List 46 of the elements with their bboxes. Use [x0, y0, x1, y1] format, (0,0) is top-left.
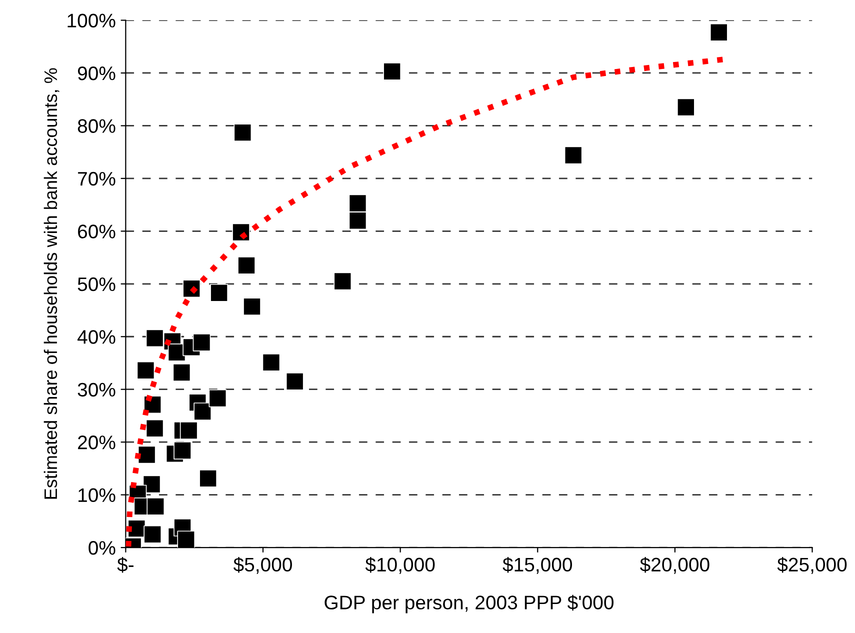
point: [194, 402, 212, 420]
point: [172, 364, 191, 382]
y-tick-label: 100%: [68, 14, 116, 28]
point: [710, 23, 728, 42]
point: [138, 446, 156, 464]
x-tick-label: $15,000: [502, 556, 572, 574]
x-tick-label: $10,000: [365, 556, 435, 574]
y-tick-label: 10%: [78, 488, 116, 502]
y-tick-label: 30%: [78, 382, 116, 397]
point: [238, 256, 256, 274]
point: [262, 354, 280, 372]
x-tick-label: $5,000: [233, 556, 292, 574]
y-tick-label: 0%: [88, 541, 116, 555]
x-tick-label: $25,000: [777, 556, 847, 574]
point: [146, 497, 165, 516]
point: [146, 329, 164, 348]
y-tick-label: 50%: [78, 277, 116, 292]
x-axis-title: GDP per person, 2003 PPP $'000: [324, 594, 614, 614]
point: [146, 419, 164, 438]
y-tick-label: 40%: [77, 330, 116, 344]
y-tick-label: 20%: [78, 436, 116, 450]
point: [199, 470, 217, 488]
point: [348, 194, 367, 212]
point: [177, 530, 196, 548]
point: [564, 146, 582, 164]
y-axis-title: Estimated share of households with bank accounts, %: [44, 68, 60, 499]
x-tick-label: $-: [117, 556, 134, 573]
y-tick-label: 80%: [78, 119, 116, 133]
point: [348, 212, 367, 230]
point: [334, 272, 352, 290]
y-tick-label: 90%: [78, 66, 116, 80]
point: [144, 525, 162, 544]
point: [210, 284, 228, 302]
point: [383, 62, 401, 80]
y-tick-label: 60%: [78, 224, 116, 238]
y-tick-label: 70%: [78, 172, 116, 186]
x-tick-label: $20,000: [640, 556, 710, 574]
point: [676, 98, 695, 116]
point: [174, 442, 192, 460]
point: [243, 298, 261, 316]
point: [286, 372, 304, 390]
point: [180, 422, 198, 440]
point: [234, 124, 252, 142]
point: [192, 334, 211, 352]
point: [208, 389, 227, 408]
point: [136, 361, 155, 380]
